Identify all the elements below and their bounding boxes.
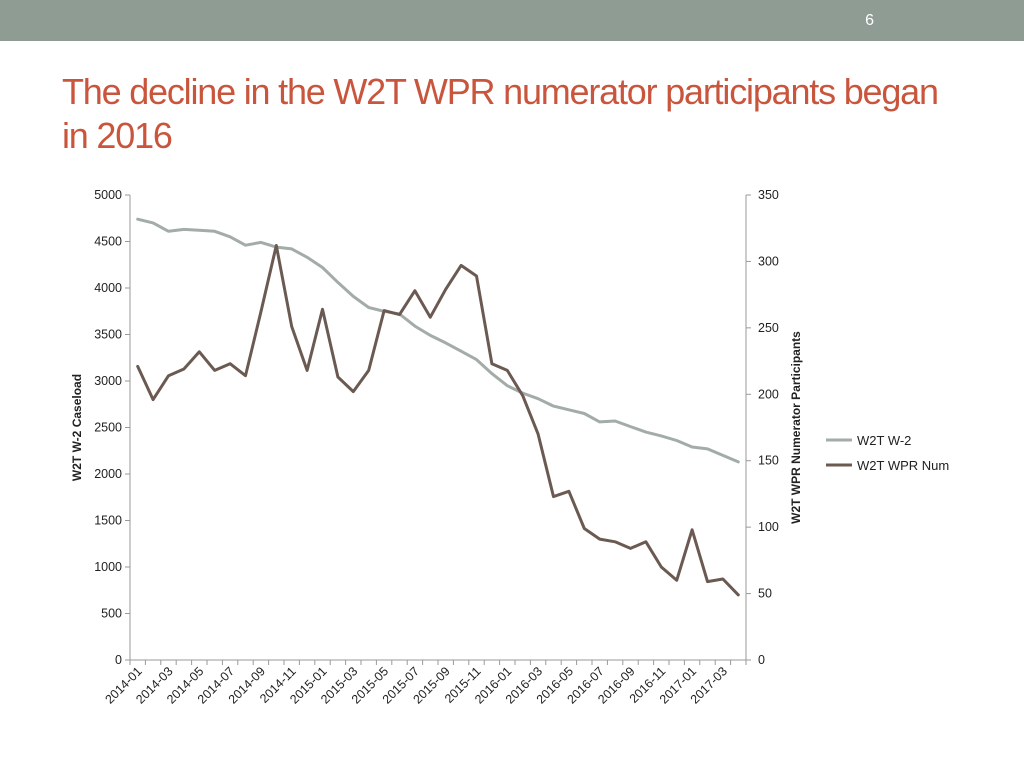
slide-title: The decline in the W2T WPR numerator par… (62, 71, 939, 156)
chart-legend: W2T W-2 W2T WPR Num (826, 433, 949, 473)
series-line-w2t-w-2 (136, 217, 740, 464)
y-left-tick-label: 3000 (94, 374, 122, 388)
y-left-tick-label: 2000 (94, 467, 122, 481)
y-left-tick-label: 5000 (94, 188, 122, 202)
y-left-axis-title: W2T W-2 Caseload (70, 374, 84, 481)
y-right-tick-label: 200 (758, 387, 779, 401)
y-left-tick-label: 1000 (94, 560, 122, 574)
y-left-tick-label: 3500 (94, 328, 122, 342)
chart-series (136, 217, 740, 597)
y-left-tick-label: 4000 (94, 281, 122, 295)
y-right-tick-label: 350 (758, 188, 779, 202)
legend-label-w2t-wpr-num: W2T WPR Num (857, 458, 949, 473)
y-left-tick-label: 0 (115, 653, 122, 667)
y-right-axis-title: W2T WPR Numerator Participants (789, 331, 803, 524)
y-right-tick-label: 250 (758, 321, 779, 335)
chart-axes (125, 194, 751, 665)
y-left-tick-label: 4500 (94, 235, 122, 249)
y-right-tick-label: 300 (758, 254, 779, 268)
y-right-tick-label: 50 (758, 587, 772, 601)
y-left-tick-label: 500 (101, 607, 122, 621)
y-right-tick-label: 0 (758, 653, 765, 667)
y-left-tick-label: 1500 (94, 514, 122, 528)
series-line-w2t-wpr-num (136, 244, 740, 597)
y-right-tick-label: 100 (758, 520, 779, 534)
slide-number: 6 (865, 12, 874, 29)
y-left-tick-label: 2500 (94, 421, 122, 435)
y-right-tick-label: 150 (758, 454, 779, 468)
legend-label-w2t-w-2: W2T W-2 (857, 433, 911, 448)
header-bar: 6 (0, 0, 1024, 41)
